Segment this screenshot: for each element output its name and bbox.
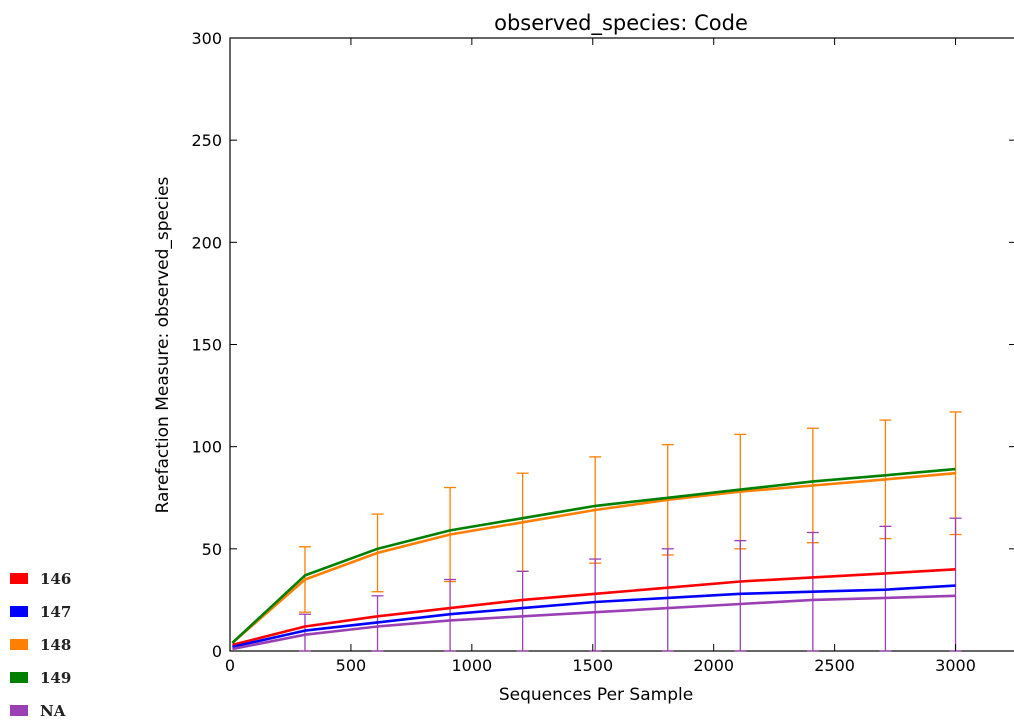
x-tick-label: 2500 [814,656,855,675]
y-tick-label: 150 [191,336,222,355]
legend-label: 149 [40,668,72,687]
y-tick-label: 0 [212,642,222,661]
series-line-NA [232,594,956,651]
y-tick-label: 100 [191,438,222,457]
legend-label: 147 [40,602,72,621]
legend-swatch [10,606,28,617]
legend-label: NA [40,701,66,720]
series-lines [231,467,956,651]
legend-swatch [10,639,28,650]
legend-swatch [10,672,28,683]
x-axis-label: Sequences Per Sample [499,685,693,705]
legend-item-149: 149 [10,661,71,694]
x-tick-label: 2000 [693,656,734,675]
x-tick-label: 3000 [935,656,976,675]
legend-item-148: 148 [10,628,71,661]
x-tick-label: 1000 [451,656,492,675]
legend-item-NA: NA [10,694,71,727]
y-tick-label: 300 [191,29,222,48]
chart-title: observed_species: Code [494,11,748,36]
legend-item-146: 146 [10,562,71,595]
y-tick-label: 200 [191,233,222,252]
axis-ticks: 0 500 1000 1500 2000 2500 3000 0 50 100 150 200 250 3… [191,29,1014,675]
x-tick-label: 1500 [572,656,613,675]
legend: 146 147 148 149 NA [10,562,71,727]
y-tick-label: 50 [202,540,222,559]
series-line-148 [231,471,956,644]
y-tick-label: 250 [191,131,222,150]
series-line-147 [232,584,956,649]
x-tick-label: 500 [336,656,367,675]
legend-item-147: 147 [10,595,71,628]
legend-label: 148 [40,635,72,654]
x-tick-label: 0 [225,656,235,675]
legend-label: 146 [40,569,72,588]
series-line-146 [232,568,956,647]
series-line-149 [231,467,956,644]
y-axis-label: Rarefaction Measure: observed_species [153,176,173,513]
legend-swatch [10,573,28,584]
legend-swatch [10,705,28,716]
